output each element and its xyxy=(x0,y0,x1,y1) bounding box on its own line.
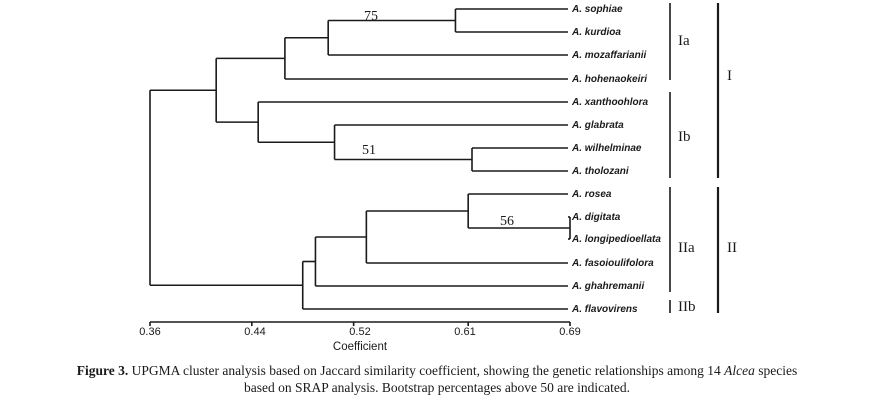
taxon-label-kurdioa: A. kurdioa xyxy=(571,27,621,38)
x-axis: 0.36 0.44 0.52 0.61 0.69 Coefficient xyxy=(139,321,581,353)
caption-genus: Alcea xyxy=(724,363,755,378)
taxon-label-wilhelminae: A. wilhelminae xyxy=(571,143,642,154)
tick-label-061: 0.61 xyxy=(454,326,475,338)
taxon-label-ghahremanii: A. ghahremanii xyxy=(571,281,644,292)
taxon-label-sophiae: A. sophiae xyxy=(571,4,623,15)
caption-label: Figure 3. xyxy=(76,363,129,378)
bootstrap-value-51: 51 xyxy=(362,143,376,158)
caption-line-2: based on SRAP analysis. Bootstrap percen… xyxy=(243,380,631,395)
taxon-label-glabrata: A. glabrata xyxy=(571,120,624,131)
group-label-II: II xyxy=(727,240,737,256)
group-label-Ia: Ia xyxy=(678,33,690,49)
taxon-label-xanthoohlora: A. xanthoohlora xyxy=(571,97,649,108)
group-label-I: I xyxy=(727,68,732,84)
caption-text-before: UPGMA cluster analysis based on Jaccard … xyxy=(128,363,725,378)
x-axis-title: Coefficient xyxy=(333,341,388,353)
bootstrap-value-75: 75 xyxy=(364,9,378,24)
taxon-label-digitata: A. digitata xyxy=(571,212,621,223)
tick-label-052: 0.52 xyxy=(349,326,370,338)
group-brackets: Ia Ib IIa IIb I II xyxy=(669,3,737,315)
caption-text-after: species xyxy=(754,363,798,378)
figure-caption: Figure 3. UPGMA cluster analysis based o… xyxy=(0,362,874,396)
group-label-Ib: Ib xyxy=(678,129,691,145)
tick-label-069: 0.69 xyxy=(559,326,580,338)
bootstrap-value-56: 56 xyxy=(500,214,514,229)
x-axis-ticks xyxy=(149,322,571,326)
tree-branches xyxy=(149,8,571,310)
taxon-label-hohenaokeiri: A. hohenaokeiri xyxy=(571,74,647,85)
taxon-label-tholozani: A. tholozani xyxy=(571,166,629,177)
caption-line-1: Figure 3. UPGMA cluster analysis based o… xyxy=(0,362,874,379)
taxon-label-rosea: A. rosea xyxy=(571,189,612,200)
tick-label-036: 0.36 xyxy=(139,326,160,338)
dendrogram: A. sophiae A. kurdioa A. mozaffarianii A… xyxy=(139,3,737,353)
taxon-label-longipedioellata: A. longipedioellata xyxy=(571,234,661,245)
taxon-labels: A. sophiae A. kurdioa A. mozaffarianii A… xyxy=(571,4,661,315)
taxon-label-flavovirens: A. flavovirens xyxy=(571,304,638,315)
taxon-label-mozaffarianii: A. mozaffarianii xyxy=(571,50,646,61)
bootstrap-values: 75 51 56 xyxy=(362,9,514,229)
taxon-label-fasoioulifolora: A. fasoioulifolora xyxy=(571,258,654,269)
tick-label-044: 0.44 xyxy=(244,326,265,338)
group-label-IIb: IIb xyxy=(678,299,696,315)
group-label-IIa: IIa xyxy=(678,240,695,256)
